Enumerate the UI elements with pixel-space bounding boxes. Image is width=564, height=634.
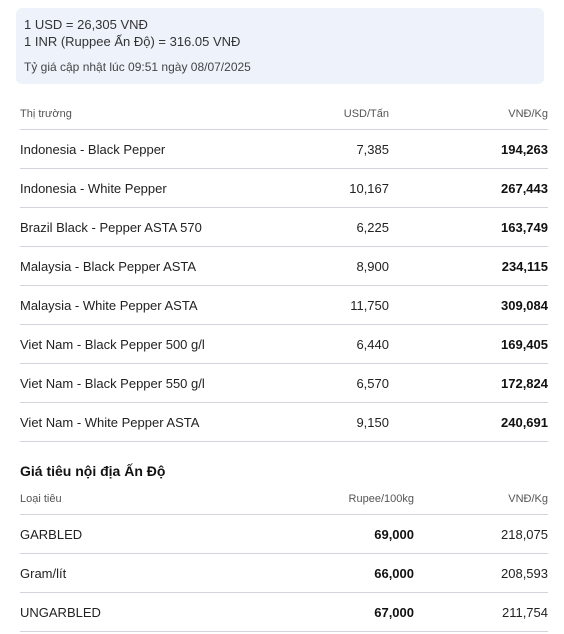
market-name: Viet Nam - Black Pepper 550 g/l bbox=[20, 363, 330, 403]
inr-rate: 1 INR (Ruppee Ấn Độ) = 316.05 VNĐ bbox=[24, 34, 241, 49]
usd-per-ton: 9,150 bbox=[330, 402, 389, 442]
india-section-title: Giá tiêu nội địa Ấn Độ bbox=[20, 463, 166, 479]
table-row: Malaysia - White Pepper ASTA 11,750 309,… bbox=[20, 285, 548, 325]
header-market: Thị trường bbox=[20, 99, 330, 130]
vnd-per-kg: 194,263 bbox=[389, 129, 548, 169]
usd-per-ton: 10,167 bbox=[330, 168, 389, 208]
table-header-row: Thị trường USD/Tấn VNĐ/Kg bbox=[20, 99, 548, 130]
table-row: Viet Nam - White Pepper ASTA 9,150 240,6… bbox=[20, 402, 548, 442]
usd-per-ton: 6,225 bbox=[330, 207, 389, 247]
world-pepper-price-table: Thị trường USD/Tấn VNĐ/Kg Indonesia - Bl… bbox=[20, 99, 548, 442]
table-row: Indonesia - Black Pepper 7,385 194,263 bbox=[20, 129, 548, 169]
table-row: UNGARBLED 67,000 211,754 bbox=[20, 592, 548, 632]
usd-per-ton: 6,570 bbox=[330, 363, 389, 403]
vnd-per-kg: 172,824 bbox=[389, 363, 548, 403]
usd-per-ton: 11,750 bbox=[330, 285, 389, 325]
header-usd-per-ton: USD/Tấn bbox=[330, 99, 389, 130]
vnd-per-kg: 218,075 bbox=[414, 514, 548, 554]
pepper-type: UNGARBLED bbox=[20, 592, 330, 632]
usd-rate: 1 USD = 26,305 VNĐ bbox=[24, 17, 148, 32]
table-row: Viet Nam - Black Pepper 500 g/l 6,440 16… bbox=[20, 324, 548, 364]
vnd-per-kg: 208,593 bbox=[414, 553, 548, 593]
table-row: GARBLED 69,000 218,075 bbox=[20, 514, 548, 554]
table-row: Gram/lít 66,000 208,593 bbox=[20, 553, 548, 593]
vnd-per-kg: 240,691 bbox=[389, 402, 548, 442]
rupee-per-100kg: 67,000 bbox=[330, 592, 414, 632]
table-row: Brazil Black - Pepper ASTA 570 6,225 163… bbox=[20, 207, 548, 247]
vnd-per-kg: 163,749 bbox=[389, 207, 548, 247]
exchange-rate-box: 1 USD = 26,305 VNĐ 1 INR (Ruppee Ấn Độ) … bbox=[16, 8, 544, 84]
vnd-per-kg: 169,405 bbox=[389, 324, 548, 364]
market-name: Malaysia - Black Pepper ASTA bbox=[20, 246, 330, 286]
table-header-row: Loại tiêu Rupee/100kg VNĐ/Kg bbox=[20, 484, 548, 515]
rate-updated-time: Tỷ giá cập nhật lúc 09:51 ngày 08/07/202… bbox=[24, 60, 251, 74]
table-row: Malaysia - Black Pepper ASTA 8,900 234,1… bbox=[20, 246, 548, 286]
vnd-per-kg: 234,115 bbox=[389, 246, 548, 286]
vnd-per-kg: 267,443 bbox=[389, 168, 548, 208]
rupee-per-100kg: 66,000 bbox=[330, 553, 414, 593]
usd-per-ton: 8,900 bbox=[330, 246, 389, 286]
vnd-per-kg: 309,084 bbox=[389, 285, 548, 325]
header-rupee-per-100kg: Rupee/100kg bbox=[330, 484, 414, 515]
header-pepper-type: Loại tiêu bbox=[20, 484, 330, 515]
pepper-type: GARBLED bbox=[20, 514, 330, 554]
market-name: Viet Nam - Black Pepper 500 g/l bbox=[20, 324, 330, 364]
market-name: Brazil Black - Pepper ASTA 570 bbox=[20, 207, 330, 247]
usd-per-ton: 6,440 bbox=[330, 324, 389, 364]
table-row: Viet Nam - Black Pepper 550 g/l 6,570 17… bbox=[20, 363, 548, 403]
table-row: Indonesia - White Pepper 10,167 267,443 bbox=[20, 168, 548, 208]
usd-per-ton: 7,385 bbox=[330, 129, 389, 169]
vnd-per-kg: 211,754 bbox=[414, 592, 548, 632]
market-name: Indonesia - White Pepper bbox=[20, 168, 330, 208]
market-name: Malaysia - White Pepper ASTA bbox=[20, 285, 330, 325]
india-pepper-price-table: Loại tiêu Rupee/100kg VNĐ/Kg GARBLED 69,… bbox=[20, 484, 548, 632]
header-vnd-per-kg: VNĐ/Kg bbox=[389, 99, 548, 130]
pepper-type: Gram/lít bbox=[20, 553, 330, 593]
market-name: Viet Nam - White Pepper ASTA bbox=[20, 402, 330, 442]
rupee-per-100kg: 69,000 bbox=[330, 514, 414, 554]
header-vnd-per-kg: VNĐ/Kg bbox=[414, 484, 548, 515]
market-name: Indonesia - Black Pepper bbox=[20, 129, 330, 169]
